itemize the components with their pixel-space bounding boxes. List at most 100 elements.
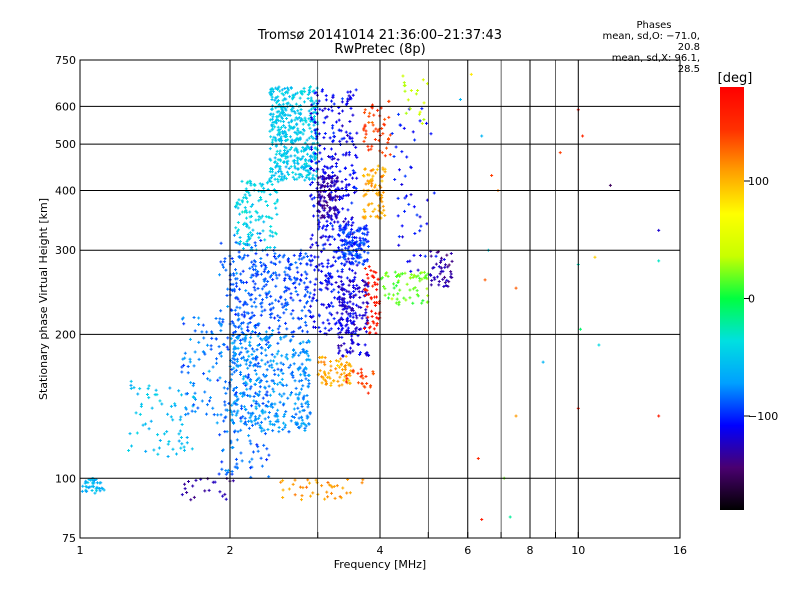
data-point	[248, 416, 252, 420]
data-point	[236, 430, 240, 434]
data-point	[440, 256, 444, 260]
data-point	[371, 284, 375, 288]
data-point	[147, 384, 151, 388]
data-point	[293, 154, 297, 158]
data-point	[277, 174, 281, 178]
data-point	[230, 257, 234, 261]
data-point	[347, 235, 351, 239]
data-point	[95, 481, 99, 485]
data-point	[193, 350, 197, 354]
data-point	[343, 288, 347, 292]
data-point	[413, 286, 417, 290]
data-point	[221, 494, 225, 498]
data-point	[302, 372, 306, 376]
data-point	[240, 346, 244, 350]
data-point	[276, 341, 280, 345]
data-point	[320, 375, 324, 379]
data-point	[304, 118, 308, 122]
data-point	[241, 321, 245, 325]
data-point	[180, 370, 184, 374]
y-tick-label: 750	[55, 54, 76, 67]
data-point	[193, 397, 197, 401]
data-point	[345, 305, 349, 309]
data-point	[419, 224, 423, 228]
data-point	[275, 352, 279, 356]
data-point	[248, 460, 252, 464]
data-point	[310, 233, 314, 237]
data-point	[260, 309, 264, 313]
data-point	[330, 491, 334, 495]
data-point	[245, 328, 249, 332]
data-point	[303, 351, 307, 355]
data-point	[200, 330, 204, 334]
data-point	[333, 206, 337, 210]
data-point	[299, 498, 303, 502]
data-point	[348, 319, 352, 323]
data-point	[363, 232, 367, 236]
data-point	[251, 411, 255, 415]
data-point	[219, 329, 223, 333]
data-point	[289, 86, 293, 90]
data-point	[270, 402, 274, 406]
data-point	[294, 422, 298, 426]
y-tick-label: 100	[55, 472, 76, 485]
data-point	[332, 135, 336, 139]
data-point	[340, 301, 344, 305]
data-point	[293, 148, 297, 152]
data-point	[340, 239, 344, 243]
data-point	[336, 186, 340, 190]
data-point	[278, 113, 282, 117]
data-point	[313, 120, 317, 124]
data-point	[236, 241, 240, 245]
y-tick-label: 400	[55, 184, 76, 197]
data-point	[267, 364, 271, 368]
data-point	[264, 265, 268, 269]
data-point	[343, 228, 347, 232]
data-point	[269, 315, 273, 319]
data-point	[95, 485, 99, 489]
data-point	[351, 312, 355, 316]
data-point	[415, 213, 419, 217]
data-point	[287, 128, 291, 132]
data-point	[350, 163, 354, 167]
data-point	[345, 140, 349, 144]
data-point	[322, 224, 326, 228]
data-point	[268, 177, 272, 181]
data-point	[345, 376, 349, 380]
data-point	[93, 478, 97, 482]
data-point	[281, 111, 285, 115]
data-point	[396, 112, 400, 116]
data-point	[357, 327, 361, 331]
data-point	[242, 391, 246, 395]
data-point	[439, 266, 443, 270]
data-point	[319, 236, 323, 240]
data-point	[162, 432, 166, 436]
data-point	[240, 179, 244, 183]
data-point	[407, 202, 411, 206]
data-point	[243, 416, 247, 420]
data-point	[358, 313, 362, 317]
data-point	[405, 155, 409, 159]
data-point	[234, 312, 238, 316]
data-point	[392, 282, 396, 286]
data-point	[276, 373, 280, 377]
data-point	[309, 304, 313, 308]
data-point	[243, 420, 247, 424]
data-point	[248, 215, 252, 219]
data-point	[235, 277, 239, 281]
data-point	[244, 347, 248, 351]
data-point	[303, 320, 307, 324]
data-point	[283, 113, 287, 117]
data-point	[274, 139, 278, 143]
data-point	[286, 91, 290, 95]
data-point	[351, 93, 355, 97]
data-point	[332, 131, 336, 135]
data-point	[375, 214, 379, 218]
data-point	[608, 183, 612, 187]
data-point	[445, 278, 449, 282]
data-point	[371, 123, 375, 127]
data-point	[370, 274, 374, 278]
data-point	[128, 432, 132, 436]
data-point	[402, 126, 406, 130]
data-point	[288, 363, 292, 367]
